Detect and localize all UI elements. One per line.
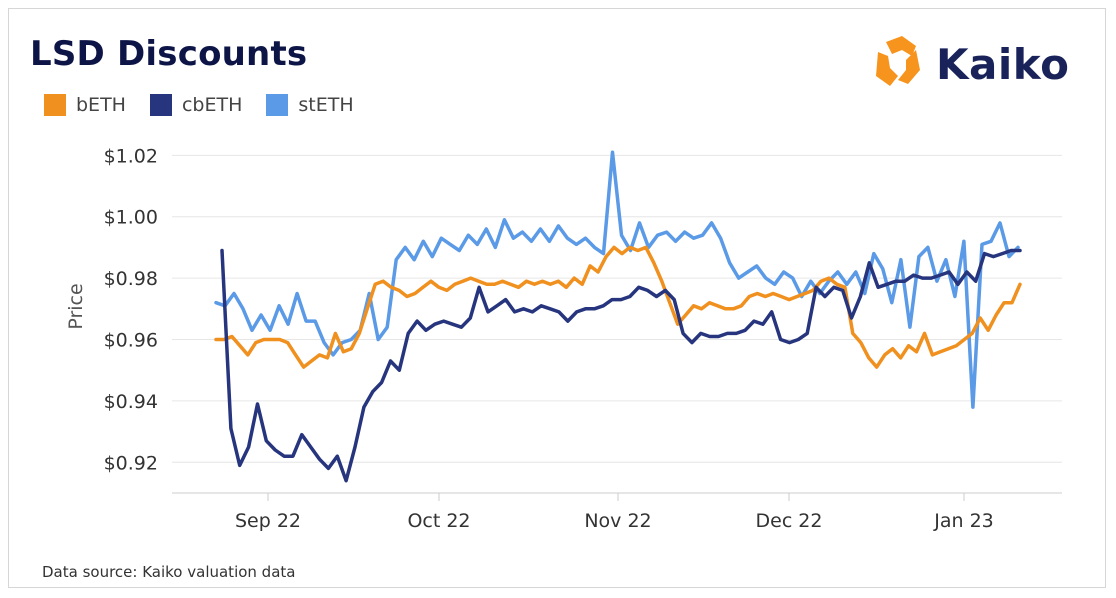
series-line-beth xyxy=(214,245,1022,369)
y-tick-label: $0.98 xyxy=(104,268,158,290)
x-tick-label: Dec 22 xyxy=(756,510,823,532)
y-tick-label: $1.00 xyxy=(104,207,158,229)
legend-swatch-cbeth xyxy=(149,94,172,116)
legend-item-beth[interactable]: bETH xyxy=(44,94,126,116)
legend-label-beth: bETH xyxy=(76,94,126,116)
y-axis-title: Price xyxy=(65,283,87,329)
series-line-steth xyxy=(214,150,1020,409)
y-tick-label: $1.02 xyxy=(104,145,158,167)
y-tick-label: $0.96 xyxy=(104,330,158,352)
legend-label-cbeth: cbETH xyxy=(181,94,243,116)
kaiko-logo-icon xyxy=(876,36,920,86)
chart-card xyxy=(8,8,1106,588)
legend-item-steth[interactable]: stETH xyxy=(266,94,354,116)
brand-name: Kaiko xyxy=(936,40,1070,89)
page-title: LSD Discounts xyxy=(30,34,308,74)
x-tick-label: Nov 22 xyxy=(584,510,651,532)
y-tick-label: $0.92 xyxy=(104,452,158,474)
y-tick-label: $0.94 xyxy=(104,391,158,413)
legend-label-steth: stETH xyxy=(298,94,354,116)
legend-swatch-beth xyxy=(44,94,66,116)
x-tick-label: Sep 22 xyxy=(235,510,301,532)
x-tick-label: Jan 23 xyxy=(933,510,994,532)
chart-legend: bETH cbETH stETH xyxy=(44,94,354,116)
legend-swatch-steth xyxy=(266,94,289,116)
x-tick-label: Oct 22 xyxy=(407,510,470,532)
source-note: Data source: Kaiko valuation data xyxy=(42,563,296,581)
legend-item-cbeth[interactable]: cbETH xyxy=(149,94,243,116)
series-line-cbeth xyxy=(220,248,1022,483)
